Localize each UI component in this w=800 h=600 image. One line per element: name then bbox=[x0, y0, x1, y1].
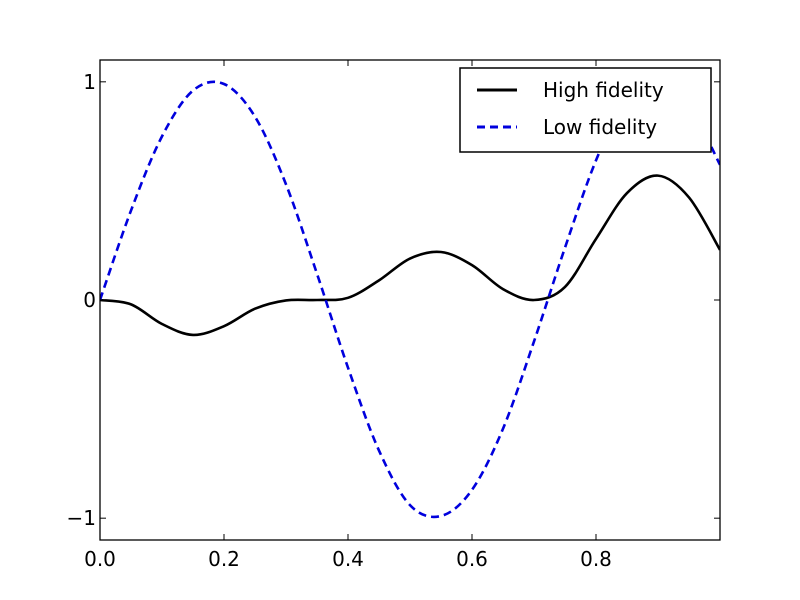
x-tick-label: 0.6 bbox=[456, 547, 488, 571]
y-tick-label: −1 bbox=[67, 506, 96, 530]
y-tick-label: 1 bbox=[83, 70, 96, 94]
legend: High fidelity Low fidelity bbox=[459, 67, 712, 153]
axis-ticks: 0.0 0.2 0.4 0.6 0.8 −1 0 1 bbox=[67, 60, 720, 571]
x-tick-label: 0.8 bbox=[580, 547, 612, 571]
x-tick-label: 0.2 bbox=[208, 547, 240, 571]
legend-label-high-fidelity: High fidelity bbox=[543, 78, 664, 102]
y-tick-label: 0 bbox=[83, 288, 96, 312]
x-tick-label: 0.0 bbox=[84, 547, 116, 571]
x-tick-label: 0.4 bbox=[332, 547, 364, 571]
series-line-high-fidelity bbox=[100, 174, 720, 337]
legend-box bbox=[459, 67, 712, 153]
legend-label-low-fidelity: Low fidelity bbox=[543, 115, 657, 139]
